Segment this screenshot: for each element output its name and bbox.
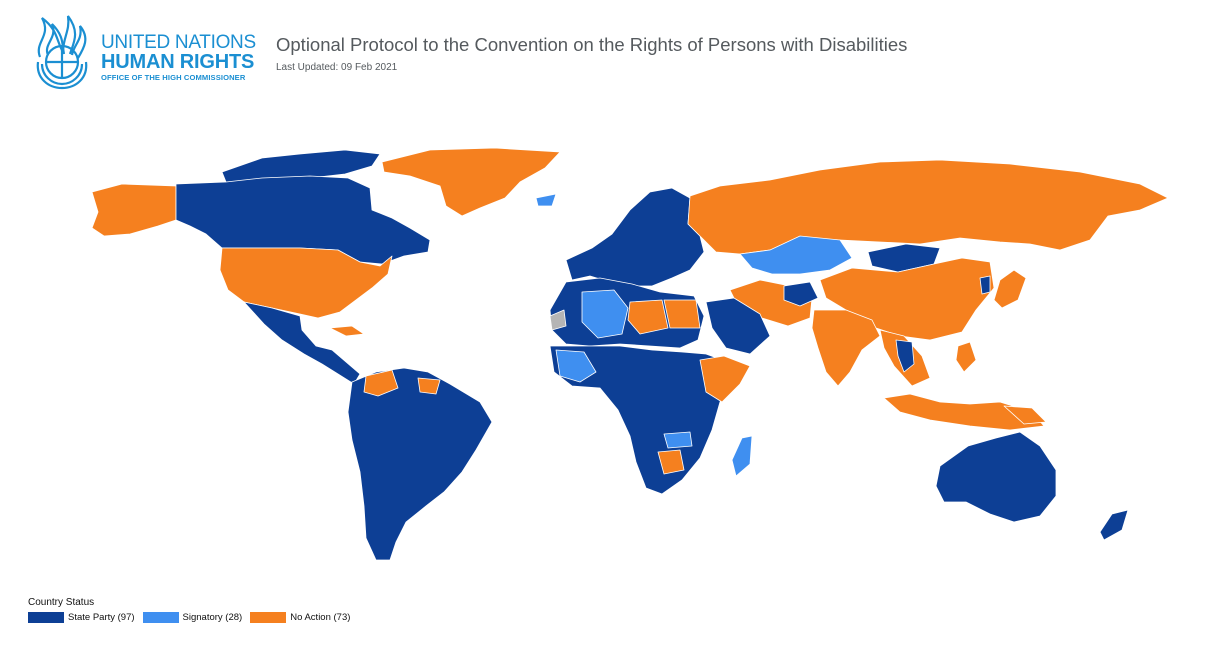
legend-swatch-signatory [142,612,179,623]
region-zambia [663,431,693,449]
region-thailand [895,339,915,373]
legend-label-state-party: State Party (97) [68,612,135,623]
region-horn-of-africa [699,355,751,403]
world-map [91,147,1169,561]
legend-swatch-no-action [250,612,287,623]
un-human-rights-logo: UNITED NATIONS HUMAN RIGHTS OFFICE OF TH… [28,12,258,92]
legend-title: Country Status [28,597,95,608]
last-updated-text: Last Updated: 09 Feb 2021 [276,62,398,73]
region-libya [627,299,669,335]
region-greenland [381,147,561,217]
region-europe [565,187,705,287]
region-iceland [535,193,557,207]
legend-items: State Party (97) Signatory (28) No Actio… [28,612,358,623]
legend-label-signatory: Signatory (28) [182,612,243,623]
region-guyana-suriname [417,377,441,395]
logo-line-office: OFFICE OF THE HIGH COMMISSIONER [101,73,246,82]
logo-line-united-nations: UNITED NATIONS [101,32,256,53]
region-botswana [657,449,685,475]
logo-line-human-rights: HUMAN RIGHTS [101,51,255,73]
region-canada [175,175,431,265]
legend-item-no-action: No Action (73) [250,612,350,623]
region-philippines [955,341,977,373]
region-western-sahara [549,309,567,331]
page-title: Optional Protocol to the Convention on t… [276,34,908,55]
region-south-america [347,367,493,561]
region-mexico-central-america [243,301,361,385]
region-new-zealand [1099,509,1129,541]
region-cuba [329,325,365,337]
region-india [811,309,881,387]
legend-item-signatory: Signatory (28) [142,612,243,623]
region-korea [979,275,991,295]
legend-label-no-action: No Action (73) [290,612,351,623]
region-alaska [91,183,177,237]
legend-item-state-party: State Party (97) [28,612,135,623]
region-russia [687,159,1169,255]
region-egypt [663,299,701,329]
region-saudi-arabia [705,297,771,355]
region-kazakhstan [739,235,853,275]
region-venezuela [363,369,399,397]
region-madagascar [731,435,753,477]
region-algeria [581,289,629,339]
region-afghanistan [783,281,819,307]
region-west-africa [555,349,597,383]
region-japan [993,269,1027,309]
region-papua [1003,405,1047,425]
map-legend: Country Status State Party (97) Signator… [28,597,358,623]
legend-swatch-state-party [28,612,64,623]
region-subsaharan-africa [549,345,735,495]
region-australia [935,431,1057,523]
un-flame-emblem-icon [36,15,88,90]
map-regions [91,147,1169,561]
region-usa [219,247,393,319]
